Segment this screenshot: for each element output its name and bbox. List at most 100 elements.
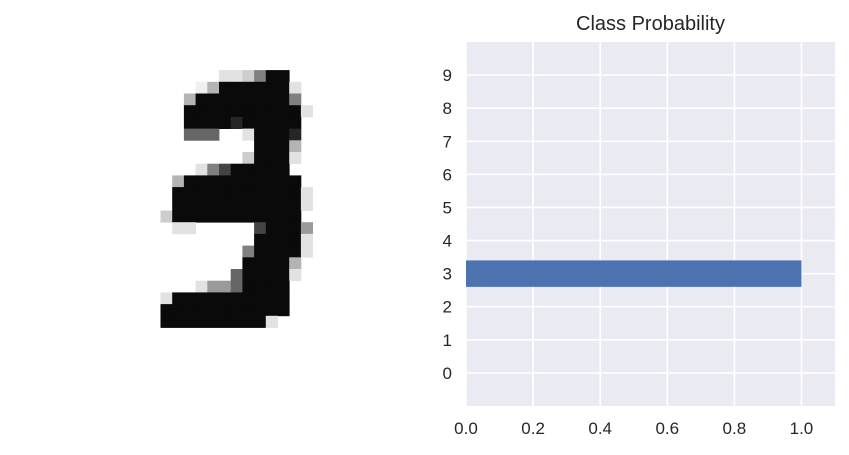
- digit-pixel: [289, 222, 302, 235]
- digit-pixel: [289, 140, 302, 153]
- digit-pixel: [277, 304, 290, 317]
- digit-pixel: [219, 280, 232, 293]
- digit-pixel: [183, 198, 196, 211]
- digit-pixel: [277, 93, 290, 106]
- digit-pixel: [254, 304, 267, 317]
- digit-pixel: [277, 163, 290, 176]
- digit-pixel: [265, 245, 278, 258]
- digit-pixel: [172, 198, 185, 211]
- digit-pixel: [242, 105, 255, 118]
- digit-pixel: [207, 175, 220, 188]
- y-tick-label: 5: [443, 198, 452, 217]
- digit-pixel: [242, 210, 255, 223]
- digit-pixel: [219, 175, 232, 188]
- digit-pixel: [265, 93, 278, 106]
- digit-pixel: [300, 187, 313, 200]
- digit-pixel: [219, 315, 232, 328]
- digit-pixel: [254, 140, 267, 153]
- digit-pixel: [254, 152, 267, 165]
- y-tick-label: 3: [443, 265, 452, 284]
- digit-pixel: [265, 222, 278, 235]
- y-tick-label: 7: [443, 132, 452, 151]
- digit-pixel: [230, 315, 243, 328]
- digit-pixel: [195, 105, 208, 118]
- digit-pixel: [207, 93, 220, 106]
- digit-pixel: [265, 292, 278, 305]
- digit-pixel: [242, 187, 255, 200]
- digit-pixel: [254, 93, 267, 106]
- digit-pixel: [265, 269, 278, 282]
- digit-pixel: [219, 210, 232, 223]
- digit-pixel: [265, 187, 278, 200]
- digit-pixel: [207, 116, 220, 129]
- digit-pixel: [230, 175, 243, 188]
- digit-pixel: [289, 116, 302, 129]
- digit-pixel: [183, 292, 196, 305]
- digit-pixel: [300, 222, 313, 235]
- digit-pixel: [242, 152, 255, 165]
- digit-pixel: [207, 187, 220, 200]
- digit-pixel: [277, 280, 290, 293]
- digit-pixel: [172, 315, 185, 328]
- digit-pixel: [289, 105, 302, 118]
- digit-pixel: [265, 105, 278, 118]
- digit-pixel: [219, 81, 232, 94]
- digit-pixel: [242, 269, 255, 282]
- digit-pixel: [254, 128, 267, 141]
- digit-pixel: [277, 292, 290, 305]
- digit-pixel: [242, 292, 255, 305]
- y-tick-label: 8: [443, 99, 452, 118]
- digit-pixel: [195, 198, 208, 211]
- digit-pixel: [230, 81, 243, 94]
- digit-pixel: [289, 93, 302, 106]
- digit-pixel: [230, 210, 243, 223]
- digit-pixel: [277, 140, 290, 153]
- digit-pixel: [289, 245, 302, 258]
- y-tick-label: 9: [443, 66, 452, 85]
- digit-pixel: [277, 105, 290, 118]
- digit-pixel: [230, 292, 243, 305]
- digit-pixel: [242, 93, 255, 106]
- digit-pixel: [265, 280, 278, 293]
- digit-pixel: [230, 198, 243, 211]
- y-tick-label: 4: [443, 232, 452, 251]
- digit-pixel: [265, 70, 278, 83]
- digit-pixel: [183, 175, 196, 188]
- digit-pixel: [207, 210, 220, 223]
- digit-pixel: [242, 198, 255, 211]
- digit-pixel: [195, 175, 208, 188]
- digit-pixel: [265, 163, 278, 176]
- digit-pixel: [242, 315, 255, 328]
- digit-pixel: [242, 163, 255, 176]
- digit-pixel: [277, 152, 290, 165]
- digit-pixel: [254, 257, 267, 270]
- digit-pixel: [242, 81, 255, 94]
- digit-pixel: [277, 233, 290, 246]
- digit-pixel: [300, 245, 313, 258]
- digit-pixel: [219, 70, 232, 83]
- digit-pixel: [242, 280, 255, 293]
- digit-pixel: [230, 269, 243, 282]
- digit-pixel: [195, 315, 208, 328]
- digit-pixel: [207, 292, 220, 305]
- digit-pixel: [242, 70, 255, 83]
- digit-pixel: [265, 140, 278, 153]
- digit-pixel: [207, 280, 220, 293]
- digit-pixel: [277, 81, 290, 94]
- digit-pixel: [254, 269, 267, 282]
- digit-pixel: [289, 198, 302, 211]
- digit-pixel: [195, 128, 208, 141]
- x-tick-label: 0.4: [588, 419, 612, 438]
- digit-pixel: [289, 269, 302, 282]
- digit-pixel: [219, 198, 232, 211]
- digit-pixel: [300, 105, 313, 118]
- digit-pixel: [300, 198, 313, 211]
- digit-pixel: [183, 93, 196, 106]
- x-tick-label: 0.2: [521, 419, 545, 438]
- digit-pixel: [230, 70, 243, 83]
- digit-pixel: [254, 116, 267, 129]
- digit-pixel: [183, 187, 196, 200]
- digit-pixel: [242, 175, 255, 188]
- digit-pixel: [183, 304, 196, 317]
